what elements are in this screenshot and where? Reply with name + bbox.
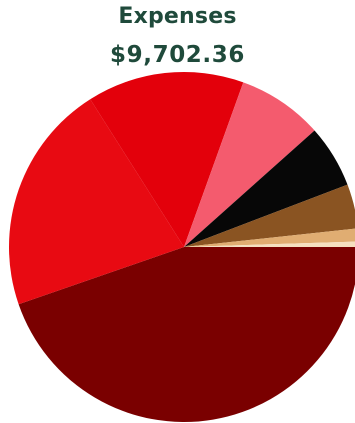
pie-slice-4 bbox=[184, 82, 315, 247]
pie-slice-7 bbox=[184, 228, 355, 247]
pie-slice-6 bbox=[184, 184, 355, 247]
pie-slice-5 bbox=[184, 130, 348, 247]
pie-slice-1 bbox=[18, 247, 355, 423]
expenses-total: $9,702.36 bbox=[110, 42, 245, 68]
pie-slice-8 bbox=[184, 241, 355, 247]
pie-slice-3 bbox=[90, 72, 244, 247]
chart-title: Expenses bbox=[118, 4, 237, 29]
pie-slice-2 bbox=[8, 99, 185, 305]
